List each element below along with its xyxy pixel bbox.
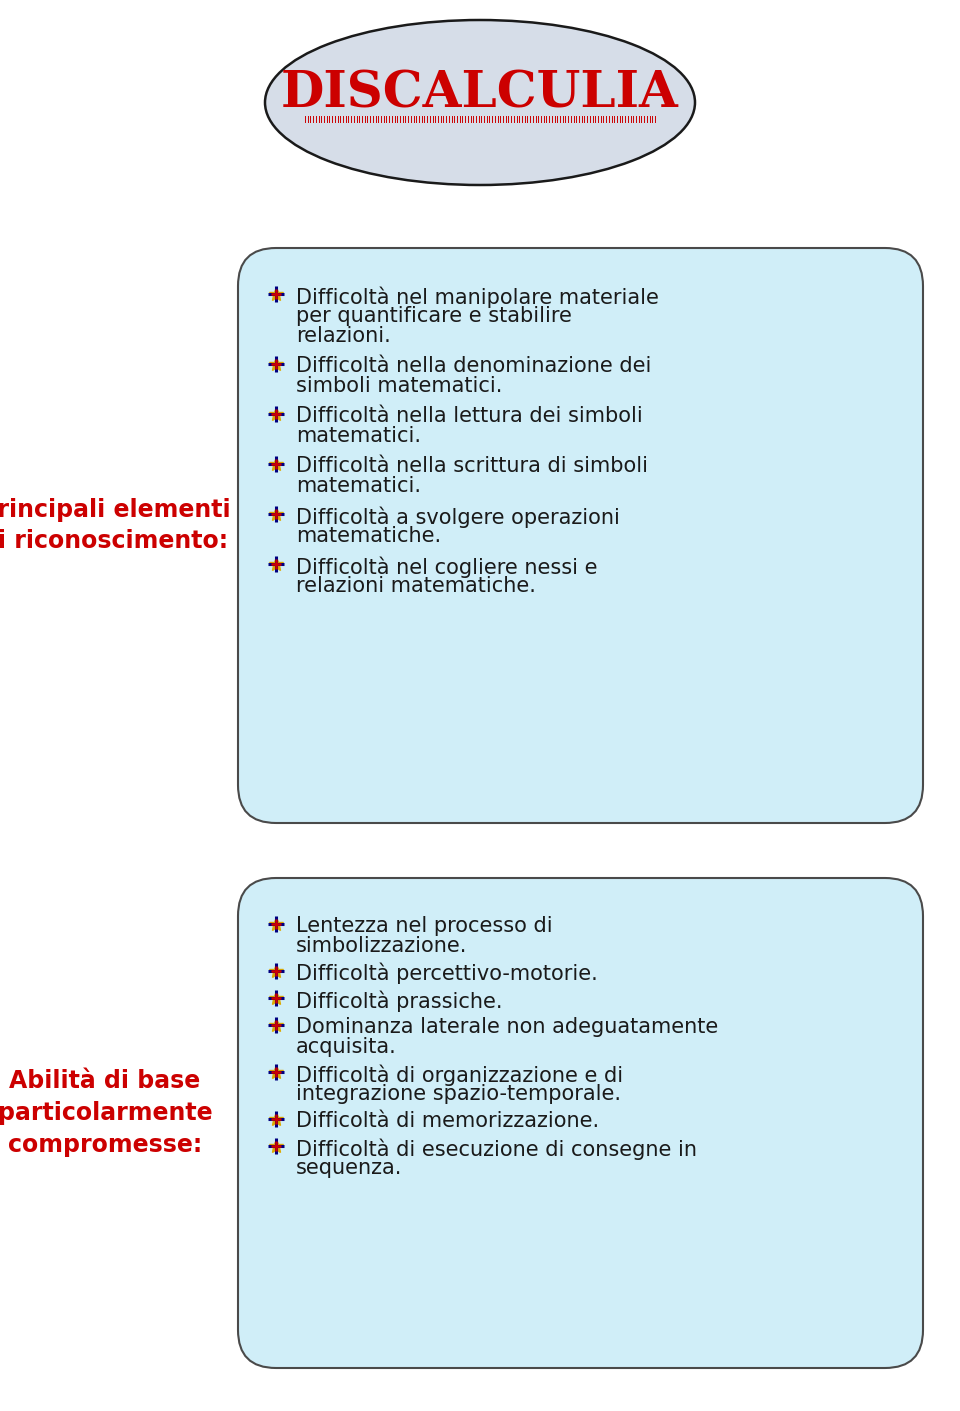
Text: Difficoltà di memorizzazione.: Difficoltà di memorizzazione. [296, 1110, 599, 1132]
Text: Difficoltà di esecuzione di consegne in: Difficoltà di esecuzione di consegne in [296, 1139, 697, 1160]
Text: Difficoltà nel cogliere nessi e: Difficoltà nel cogliere nessi e [296, 556, 597, 577]
Ellipse shape [265, 20, 695, 185]
Text: Difficoltà nella scrittura di simboli: Difficoltà nella scrittura di simboli [296, 456, 648, 476]
FancyBboxPatch shape [238, 248, 923, 823]
Text: integrazione spazio-temporale.: integrazione spazio-temporale. [296, 1084, 621, 1103]
Text: relazioni matematiche.: relazioni matematiche. [296, 576, 536, 595]
Text: Difficoltà percettivo-motorie.: Difficoltà percettivo-motorie. [296, 962, 598, 985]
Text: Lentezza nel processo di: Lentezza nel processo di [296, 916, 553, 935]
Text: particolarmente: particolarmente [0, 1101, 212, 1125]
FancyBboxPatch shape [238, 878, 923, 1369]
Text: simbolizzazione.: simbolizzazione. [296, 935, 468, 957]
Text: Difficoltà nel manipolare materiale: Difficoltà nel manipolare materiale [296, 286, 659, 308]
Text: matematici.: matematici. [296, 426, 421, 446]
Text: sequenza.: sequenza. [296, 1158, 402, 1178]
Text: Dominanza laterale non adeguatamente: Dominanza laterale non adeguatamente [296, 1017, 718, 1037]
Text: relazioni.: relazioni. [296, 326, 391, 346]
Text: Difficoltà nella lettura dei simboli: Difficoltà nella lettura dei simboli [296, 406, 643, 426]
Text: matematiche.: matematiche. [296, 526, 442, 546]
Text: compromesse:: compromesse: [8, 1133, 203, 1157]
Text: Difficoltà prassiche.: Difficoltà prassiche. [296, 991, 502, 1012]
Text: Abilità di base: Abilità di base [10, 1070, 201, 1094]
Text: Principali elementi: Principali elementi [0, 498, 230, 522]
Text: simboli matematici.: simboli matematici. [296, 375, 502, 396]
Text: Difficoltà a svolgere operazioni: Difficoltà a svolgere operazioni [296, 507, 620, 528]
Text: matematici.: matematici. [296, 476, 421, 497]
Text: DISCALCULIA: DISCALCULIA [281, 71, 679, 119]
Text: Difficoltà nella denominazione dei: Difficoltà nella denominazione dei [296, 356, 652, 375]
Text: per quantificare e stabilire: per quantificare e stabilire [296, 306, 572, 326]
Text: di riconoscimento:: di riconoscimento: [0, 529, 228, 553]
Text: acquisita.: acquisita. [296, 1037, 396, 1057]
Text: Difficoltà di organizzazione e di: Difficoltà di organizzazione e di [296, 1064, 623, 1085]
